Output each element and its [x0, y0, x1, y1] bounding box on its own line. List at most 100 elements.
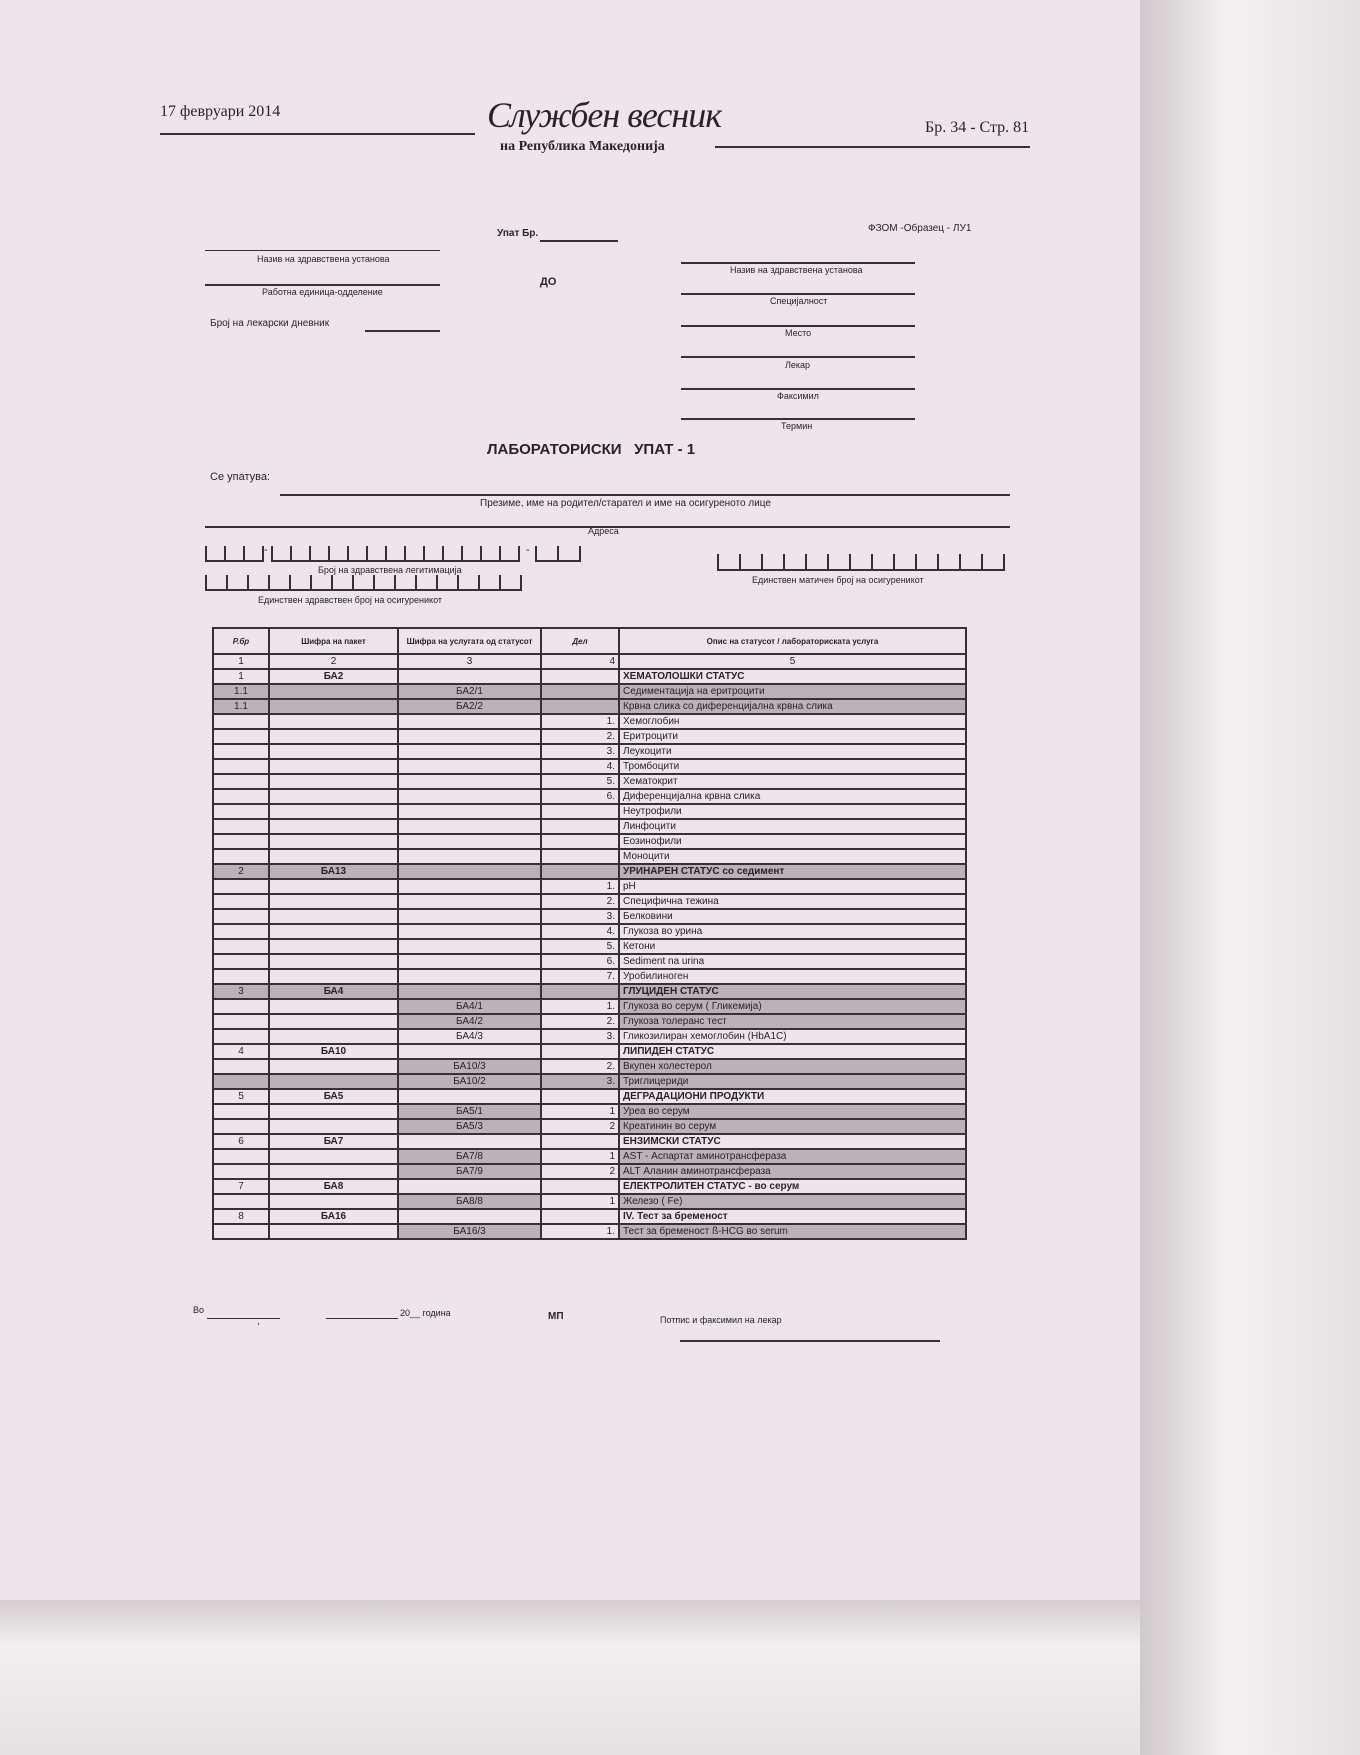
part-number: 3. [540, 908, 620, 925]
part-number: 1 [540, 1103, 620, 1120]
table-row: 5 БА5 ДЕГРАДАЦИОНИ ПРОДУКТИ [212, 1088, 967, 1105]
doctor-field[interactable] [681, 356, 915, 358]
signature-field[interactable] [680, 1340, 940, 1342]
header-rule-left [160, 133, 475, 135]
table-row: БА16/3 1. Тест за бременост ß-HCG во serum [212, 1223, 967, 1240]
row-number: 8 [212, 1208, 270, 1225]
dash-separator: - [526, 544, 530, 556]
package-code [268, 803, 399, 820]
part-number: 1. [540, 1223, 620, 1240]
header-description: Опис на статусот / лабораториската услуг… [618, 627, 967, 655]
embg-boxes[interactable] [717, 554, 1005, 571]
service-description: Хемоглобин [618, 713, 967, 730]
package-code [268, 728, 399, 745]
table-row: БА7/9 2 ALT Аланин аминотрансфераза [212, 1163, 967, 1180]
table-row: 4. Тромбоцити [212, 758, 967, 775]
part-number: 5. [540, 938, 620, 955]
facsimile-field[interactable] [681, 388, 915, 390]
service-code: БА5/1 [397, 1103, 542, 1120]
row-number [212, 833, 270, 850]
table-row: 2 БА13 УРИНАРЕН СТАТУС со седимент [212, 863, 967, 880]
appointment-field[interactable] [681, 418, 915, 420]
specialty-field[interactable] [681, 293, 915, 295]
referral-no-field[interactable] [540, 240, 618, 242]
part-number: 2 [540, 1163, 620, 1180]
health-id-group-1[interactable] [205, 546, 264, 562]
place-label: Место [785, 328, 812, 338]
service-code [397, 833, 542, 850]
row-number [212, 1163, 270, 1180]
service-description: УРИНАРЕН СТАТУС со седимент [618, 863, 967, 880]
package-code [268, 878, 399, 895]
service-description: Уробилиноген [618, 968, 967, 985]
package-code [268, 698, 399, 715]
part-number: 2 [540, 1118, 620, 1135]
package-code: БА13 [268, 863, 399, 880]
journal-no-field[interactable] [365, 330, 440, 332]
table-row: 3. Белковини [212, 908, 967, 925]
address-field[interactable] [205, 526, 1010, 528]
table-row: БА8/8 1 Железо ( Fe) [212, 1193, 967, 1210]
service-code: БА16/3 [397, 1223, 542, 1240]
part-number [540, 698, 620, 715]
service-description: AST - Аспартат аминотрансфераза [618, 1148, 967, 1165]
row-number: 1.1 [212, 683, 270, 700]
part-number [540, 1133, 620, 1150]
service-code [397, 803, 542, 820]
service-description: Вкупен холестерол [618, 1058, 967, 1075]
table-row: 6. Sediment na urina [212, 953, 967, 970]
service-code: БА5/3 [397, 1118, 542, 1135]
patient-name-label: Презиме, име на родител/старател и име н… [480, 498, 771, 509]
package-code: БА7 [268, 1133, 399, 1150]
package-code [268, 923, 399, 940]
service-code [397, 923, 542, 940]
table-row: Еозинофили [212, 833, 967, 850]
service-description: Крвна слика со диференцијална крвна слик… [618, 698, 967, 715]
table-row: БА5/1 1 Уреа во серум [212, 1103, 967, 1120]
to-institution-field[interactable] [681, 262, 915, 264]
table-row: 7 БА8 ЕЛЕКТРОЛИТЕН СТАТУС - во серум [212, 1178, 967, 1195]
place-date-field[interactable] [207, 1318, 280, 1319]
service-code [397, 743, 542, 760]
health-id-group-3[interactable] [535, 546, 581, 562]
service-description: Креатинин во серум [618, 1118, 967, 1135]
service-description: Уреа во серум [618, 1103, 967, 1120]
part-number: 1 [540, 1193, 620, 1210]
service-description: Еозинофили [618, 833, 967, 850]
package-code [268, 1028, 399, 1045]
row-number: 6 [212, 1133, 270, 1150]
logo-subtitle: на Република Македонија [500, 139, 665, 154]
row-number [212, 788, 270, 805]
from-institution-field[interactable] [205, 250, 440, 251]
date-field[interactable] [326, 1318, 398, 1319]
service-code [397, 848, 542, 865]
service-description: Глукоза во урина [618, 923, 967, 940]
place-field[interactable] [681, 325, 915, 327]
health-id-label: Број на здравствена легитимација [318, 565, 462, 575]
service-description: Линфоцити [618, 818, 967, 835]
row-number [212, 1193, 270, 1210]
header-package-code: Шифра на пакет [268, 627, 399, 655]
col-number: 4 [540, 653, 620, 670]
row-number [212, 968, 270, 985]
unique-health-no-boxes[interactable] [205, 575, 522, 591]
service-description: Железо ( Fe) [618, 1193, 967, 1210]
package-code [268, 788, 399, 805]
row-number [212, 938, 270, 955]
service-code: БА10/3 [397, 1058, 542, 1075]
row-number: 1 [212, 668, 270, 685]
health-id-group-2[interactable] [271, 546, 520, 562]
col-number: 3 [397, 653, 542, 670]
part-number: 4. [540, 923, 620, 940]
part-number [540, 803, 620, 820]
service-description: ХЕМАТОЛОШКИ СТАТУС [618, 668, 967, 685]
table-row: 4. Глукоза во урина [212, 923, 967, 940]
work-unit-field[interactable] [205, 284, 440, 286]
service-description: Sediment na urina [618, 953, 967, 970]
part-number: 1. [540, 998, 620, 1015]
package-code [268, 848, 399, 865]
part-number: 6. [540, 788, 620, 805]
patient-name-field[interactable] [280, 494, 1010, 496]
service-description: IV. Тест за бременост [618, 1208, 967, 1225]
service-code [397, 1133, 542, 1150]
